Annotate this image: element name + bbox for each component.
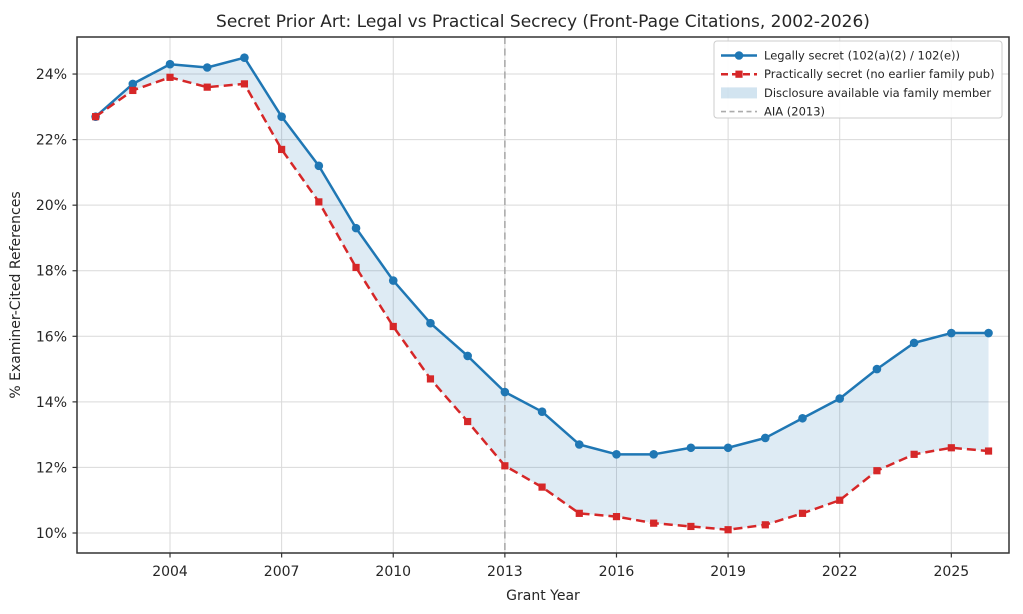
circle-marker [947,328,956,338]
circle-marker [574,440,584,449]
circle-marker [909,338,919,348]
y-tick-label: 22% [36,133,67,149]
legend-patch-sample [721,87,757,99]
y-tick-label: 24% [36,67,67,83]
axes-spines [76,36,1010,554]
square-marker [203,83,211,91]
square-marker [798,509,807,517]
square-marker [836,496,844,504]
plot-border [76,36,1010,554]
circle-marker [463,351,472,361]
circle-marker [649,450,658,459]
circle-marker [277,112,286,121]
circle-marker [984,328,993,338]
legend-square-marker [735,70,743,78]
square-marker [910,450,918,458]
legend-circle-marker [734,51,744,60]
gridlines [77,37,1009,553]
circle-marker [798,413,807,423]
y-tick-label: 10% [36,526,67,542]
legend-box [713,40,1003,119]
circle-marker [872,364,882,374]
fill-area-disclosure [95,57,989,530]
circle-marker [835,394,845,403]
circle-marker [537,407,547,417]
square-marker [315,198,323,206]
series-practically-secret [92,73,993,534]
square-marker [92,113,100,121]
x-tick-label: 2007 [264,564,300,580]
square-marker [984,447,993,455]
x-tick-label: 2022 [822,564,858,580]
legend-label: Legally secret (102(a)(2) / 102(e)) [764,49,960,63]
chart-title: Secret Prior Art: Legal vs Practical Sec… [216,12,870,32]
y-tick-label: 18% [36,264,67,280]
x-axis-label: Grant Year [506,588,580,604]
circle-marker [388,276,398,285]
circle-marker [761,433,770,443]
circle-marker [314,161,324,171]
y-tick-label: 16% [36,329,67,345]
y-tick-label: 20% [36,198,67,214]
square-marker [650,519,658,527]
legend: Legally secret (102(a)(2) / 102(e)) Pract… [713,40,1003,119]
square-marker [129,86,137,95]
legend-label: AIA (2013) [764,105,825,119]
circle-marker [686,443,696,453]
circle-marker [426,318,435,328]
circle-marker [612,450,621,459]
circle-marker [165,59,175,69]
square-marker [240,80,249,88]
square-marker [724,526,732,534]
y-tick-labels: 10% 12% 14% 16% 18% 20% 22% 24% [36,67,67,542]
legend-label: Disclosure available via family member [764,86,991,100]
circle-marker [351,223,361,233]
square-marker [687,522,695,531]
square-marker [612,513,621,521]
x-tick-label: 2013 [487,564,523,580]
x-tick-label: 2004 [152,564,188,580]
x-tick-label: 2025 [934,564,970,580]
y-tick-label: 12% [36,460,67,476]
x-tick-label: 2016 [599,564,635,580]
square-marker [352,263,360,272]
square-marker [501,462,509,470]
x-tick-labels: 2004 2007 2010 2013 2016 2019 2022 2025 [152,564,969,580]
square-marker [538,483,546,491]
square-marker [873,467,881,475]
square-marker [575,509,583,517]
x-tick-label: 2010 [375,564,411,580]
square-marker [464,417,472,426]
square-marker [761,521,769,529]
circle-marker [723,443,733,453]
circle-marker [202,63,212,72]
square-marker [389,322,397,331]
legend-label: Practically secret (no earlier family pu… [764,67,995,81]
axis-tick-marks [72,73,952,558]
x-tick-label: 2019 [710,564,746,580]
square-marker [278,145,286,154]
square-marker [947,444,955,452]
circle-marker [500,387,510,397]
circle-marker [240,53,249,62]
square-marker [166,73,174,81]
square-marker [426,375,435,383]
circle-marker [128,79,138,89]
series-legally-secret [91,53,993,459]
disclosure-band [95,57,989,530]
y-tick-label: 14% [36,395,67,411]
y-axis-label: % Examiner-Cited References [8,191,24,398]
